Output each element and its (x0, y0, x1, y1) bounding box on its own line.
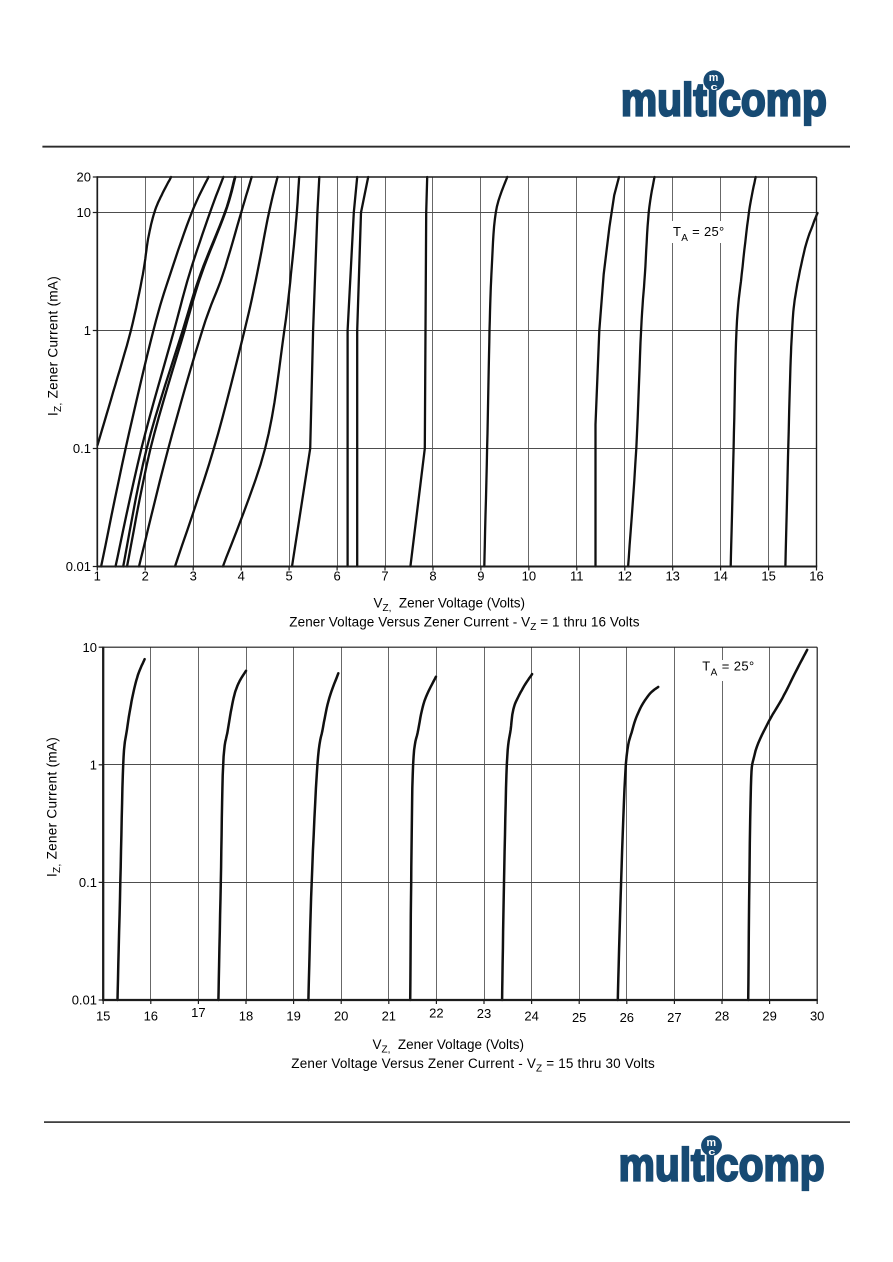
svg-text:7: 7 (381, 569, 388, 584)
svg-text:VZ, Zener Voltage (Volts): VZ, Zener Voltage (Volts) (374, 596, 525, 615)
svg-text:5: 5 (285, 569, 292, 584)
svg-text:27: 27 (667, 1010, 681, 1025)
svg-text:13: 13 (665, 569, 679, 584)
svg-text:10: 10 (522, 569, 536, 584)
svg-text:0.01: 0.01 (72, 993, 97, 1008)
svg-text:26: 26 (620, 1010, 634, 1025)
svg-text:m: m (709, 72, 719, 84)
svg-text:0.1: 0.1 (79, 875, 97, 890)
svg-text:15: 15 (761, 569, 775, 584)
svg-text:17: 17 (191, 1005, 205, 1020)
svg-text:29: 29 (762, 1009, 776, 1024)
svg-text:m: m (707, 1137, 717, 1149)
svg-text:10: 10 (83, 640, 97, 655)
svg-text:30: 30 (810, 1009, 824, 1024)
svg-text:12: 12 (618, 569, 632, 584)
svg-text:1: 1 (84, 323, 91, 338)
svg-text:6: 6 (333, 569, 340, 584)
svg-text:21: 21 (382, 1009, 396, 1024)
svg-text:Zener Voltage Versus Zener Cur: Zener Voltage Versus Zener Current - VZ … (291, 1056, 655, 1075)
svg-text:25: 25 (572, 1010, 586, 1025)
svg-text:14: 14 (713, 569, 727, 584)
svg-text:24: 24 (524, 1009, 538, 1024)
svg-text:c: c (711, 82, 718, 92)
svg-text:c: c (708, 1147, 715, 1157)
svg-text:8: 8 (429, 569, 436, 584)
svg-text:16: 16 (144, 1009, 158, 1024)
svg-text:IZ, Zener Current (mA): IZ, Zener Current (mA) (45, 737, 64, 877)
svg-text:1: 1 (94, 569, 101, 584)
svg-text:16: 16 (809, 569, 823, 584)
svg-text:Zener Voltage Versus Zener Cur: Zener Voltage Versus Zener Current - VZ … (289, 614, 639, 633)
svg-text:IZ, Zener Current (mA): IZ, Zener Current (mA) (46, 276, 65, 416)
svg-text:23: 23 (477, 1006, 491, 1021)
svg-text:11: 11 (570, 569, 584, 584)
svg-text:28: 28 (715, 1009, 729, 1024)
svg-text:1: 1 (90, 757, 97, 772)
svg-text:0.01: 0.01 (66, 559, 91, 574)
svg-text:0.1: 0.1 (73, 441, 91, 456)
svg-text:4: 4 (238, 569, 245, 584)
svg-text:15: 15 (96, 1009, 110, 1024)
svg-text:VZ, Zener Voltage (Volts): VZ, Zener Voltage (Volts) (373, 1037, 524, 1056)
svg-text:19: 19 (286, 1009, 300, 1024)
svg-text:2: 2 (142, 569, 149, 584)
svg-text:9: 9 (477, 569, 484, 584)
svg-text:18: 18 (239, 1009, 253, 1024)
svg-text:10: 10 (77, 205, 91, 220)
svg-text:22: 22 (429, 1006, 443, 1021)
svg-text:20: 20 (334, 1009, 348, 1024)
svg-text:20: 20 (77, 170, 91, 185)
svg-text:3: 3 (190, 569, 197, 584)
